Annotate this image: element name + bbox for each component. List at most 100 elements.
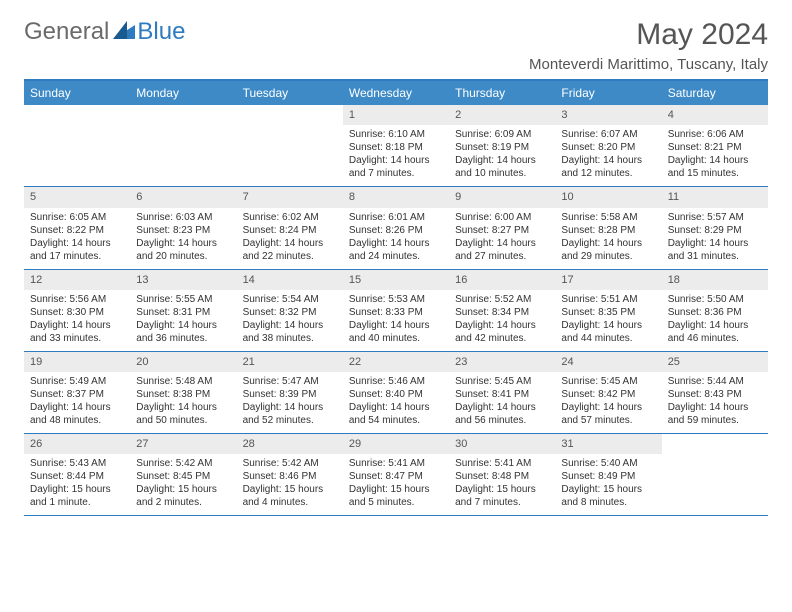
day-number: 8 xyxy=(343,187,449,207)
daylight-line: Daylight: 15 hours and 7 minutes. xyxy=(455,483,549,509)
day-cell: 9Sunrise: 6:00 AMSunset: 8:27 PMDaylight… xyxy=(449,187,555,268)
day-details: Sunrise: 6:07 AMSunset: 8:20 PMDaylight:… xyxy=(555,125,661,186)
day-details: Sunrise: 5:48 AMSunset: 8:38 PMDaylight:… xyxy=(130,372,236,433)
day-details: Sunrise: 5:46 AMSunset: 8:40 PMDaylight:… xyxy=(343,372,449,433)
day-cell: 16Sunrise: 5:52 AMSunset: 8:34 PMDayligh… xyxy=(449,270,555,351)
daylight-line: Daylight: 14 hours and 20 minutes. xyxy=(136,237,230,263)
day-cell: 15Sunrise: 5:53 AMSunset: 8:33 PMDayligh… xyxy=(343,270,449,351)
day-details: Sunrise: 5:58 AMSunset: 8:28 PMDaylight:… xyxy=(555,208,661,269)
day-details: Sunrise: 5:55 AMSunset: 8:31 PMDaylight:… xyxy=(130,290,236,351)
daylight-line: Daylight: 14 hours and 12 minutes. xyxy=(561,154,655,180)
sunset-line: Sunset: 8:33 PM xyxy=(349,306,443,319)
day-details: Sunrise: 5:47 AMSunset: 8:39 PMDaylight:… xyxy=(237,372,343,433)
day-details: Sunrise: 5:45 AMSunset: 8:41 PMDaylight:… xyxy=(449,372,555,433)
weekday-thursday: Thursday xyxy=(449,81,555,105)
weekday-saturday: Saturday xyxy=(662,81,768,105)
sunrise-line: Sunrise: 5:56 AM xyxy=(30,293,124,306)
day-details: Sunrise: 5:41 AMSunset: 8:48 PMDaylight:… xyxy=(449,454,555,515)
day-details: Sunrise: 5:44 AMSunset: 8:43 PMDaylight:… xyxy=(662,372,768,433)
sunrise-line: Sunrise: 5:55 AM xyxy=(136,293,230,306)
day-number: 4 xyxy=(662,105,768,125)
day-number: 14 xyxy=(237,270,343,290)
sunrise-line: Sunrise: 6:06 AM xyxy=(668,128,762,141)
sunset-line: Sunset: 8:23 PM xyxy=(136,224,230,237)
day-number: 10 xyxy=(555,187,661,207)
day-cell: 20Sunrise: 5:48 AMSunset: 8:38 PMDayligh… xyxy=(130,352,236,433)
sunrise-line: Sunrise: 5:53 AM xyxy=(349,293,443,306)
day-number: 20 xyxy=(130,352,236,372)
weekday-friday: Friday xyxy=(555,81,661,105)
day-cell: 29Sunrise: 5:41 AMSunset: 8:47 PMDayligh… xyxy=(343,434,449,515)
day-number: 24 xyxy=(555,352,661,372)
sunset-line: Sunset: 8:34 PM xyxy=(455,306,549,319)
logo-text-blue: Blue xyxy=(137,18,185,46)
day-details: Sunrise: 5:45 AMSunset: 8:42 PMDaylight:… xyxy=(555,372,661,433)
day-number: 13 xyxy=(130,270,236,290)
sunrise-line: Sunrise: 6:09 AM xyxy=(455,128,549,141)
sunrise-line: Sunrise: 6:07 AM xyxy=(561,128,655,141)
day-number: 1 xyxy=(343,105,449,125)
sunset-line: Sunset: 8:45 PM xyxy=(136,470,230,483)
week-row: 26Sunrise: 5:43 AMSunset: 8:44 PMDayligh… xyxy=(24,434,768,516)
week-row: 1Sunrise: 6:10 AMSunset: 8:18 PMDaylight… xyxy=(24,105,768,187)
week-row: 19Sunrise: 5:49 AMSunset: 8:37 PMDayligh… xyxy=(24,352,768,434)
sunset-line: Sunset: 8:46 PM xyxy=(243,470,337,483)
daylight-line: Daylight: 14 hours and 57 minutes. xyxy=(561,401,655,427)
day-cell: 4Sunrise: 6:06 AMSunset: 8:21 PMDaylight… xyxy=(662,105,768,186)
day-number xyxy=(130,105,236,125)
weekday-header: SundayMondayTuesdayWednesdayThursdayFrid… xyxy=(24,81,768,105)
day-cell: 25Sunrise: 5:44 AMSunset: 8:43 PMDayligh… xyxy=(662,352,768,433)
day-cell: 28Sunrise: 5:42 AMSunset: 8:46 PMDayligh… xyxy=(237,434,343,515)
sunrise-line: Sunrise: 5:41 AM xyxy=(349,457,443,470)
empty-cell xyxy=(24,105,130,186)
day-details: Sunrise: 6:00 AMSunset: 8:27 PMDaylight:… xyxy=(449,208,555,269)
weekday-sunday: Sunday xyxy=(24,81,130,105)
day-details: Sunrise: 5:42 AMSunset: 8:46 PMDaylight:… xyxy=(237,454,343,515)
day-cell: 17Sunrise: 5:51 AMSunset: 8:35 PMDayligh… xyxy=(555,270,661,351)
day-cell: 7Sunrise: 6:02 AMSunset: 8:24 PMDaylight… xyxy=(237,187,343,268)
day-cell: 6Sunrise: 6:03 AMSunset: 8:23 PMDaylight… xyxy=(130,187,236,268)
day-number: 19 xyxy=(24,352,130,372)
daylight-line: Daylight: 14 hours and 22 minutes. xyxy=(243,237,337,263)
day-cell: 2Sunrise: 6:09 AMSunset: 8:19 PMDaylight… xyxy=(449,105,555,186)
sunset-line: Sunset: 8:28 PM xyxy=(561,224,655,237)
daylight-line: Daylight: 14 hours and 10 minutes. xyxy=(455,154,549,180)
day-number: 27 xyxy=(130,434,236,454)
sunset-line: Sunset: 8:29 PM xyxy=(668,224,762,237)
day-number: 9 xyxy=(449,187,555,207)
day-number: 21 xyxy=(237,352,343,372)
day-cell: 11Sunrise: 5:57 AMSunset: 8:29 PMDayligh… xyxy=(662,187,768,268)
sunrise-line: Sunrise: 5:47 AM xyxy=(243,375,337,388)
sunset-line: Sunset: 8:42 PM xyxy=(561,388,655,401)
day-cell: 21Sunrise: 5:47 AMSunset: 8:39 PMDayligh… xyxy=(237,352,343,433)
day-number xyxy=(237,105,343,125)
day-number: 2 xyxy=(449,105,555,125)
empty-cell xyxy=(237,105,343,186)
day-number: 25 xyxy=(662,352,768,372)
day-details: Sunrise: 5:53 AMSunset: 8:33 PMDaylight:… xyxy=(343,290,449,351)
sunrise-line: Sunrise: 6:00 AM xyxy=(455,211,549,224)
sunset-line: Sunset: 8:49 PM xyxy=(561,470,655,483)
location-label: Monteverdi Marittimo, Tuscany, Italy xyxy=(529,56,768,73)
daylight-line: Daylight: 15 hours and 2 minutes. xyxy=(136,483,230,509)
day-number: 28 xyxy=(237,434,343,454)
daylight-line: Daylight: 14 hours and 33 minutes. xyxy=(30,319,124,345)
daylight-line: Daylight: 15 hours and 4 minutes. xyxy=(243,483,337,509)
day-number: 23 xyxy=(449,352,555,372)
sunrise-line: Sunrise: 6:10 AM xyxy=(349,128,443,141)
weekday-monday: Monday xyxy=(130,81,236,105)
day-number: 15 xyxy=(343,270,449,290)
day-cell: 1Sunrise: 6:10 AMSunset: 8:18 PMDaylight… xyxy=(343,105,449,186)
calendar: SundayMondayTuesdayWednesdayThursdayFrid… xyxy=(24,79,768,516)
daylight-line: Daylight: 14 hours and 44 minutes. xyxy=(561,319,655,345)
daylight-line: Daylight: 14 hours and 15 minutes. xyxy=(668,154,762,180)
sunset-line: Sunset: 8:36 PM xyxy=(668,306,762,319)
sunrise-line: Sunrise: 5:46 AM xyxy=(349,375,443,388)
header: General Blue May 2024 Monteverdi Maritti… xyxy=(24,18,768,73)
day-details: Sunrise: 6:10 AMSunset: 8:18 PMDaylight:… xyxy=(343,125,449,186)
sunrise-line: Sunrise: 6:01 AM xyxy=(349,211,443,224)
sunset-line: Sunset: 8:47 PM xyxy=(349,470,443,483)
sunset-line: Sunset: 8:40 PM xyxy=(349,388,443,401)
day-number: 17 xyxy=(555,270,661,290)
sunset-line: Sunset: 8:35 PM xyxy=(561,306,655,319)
